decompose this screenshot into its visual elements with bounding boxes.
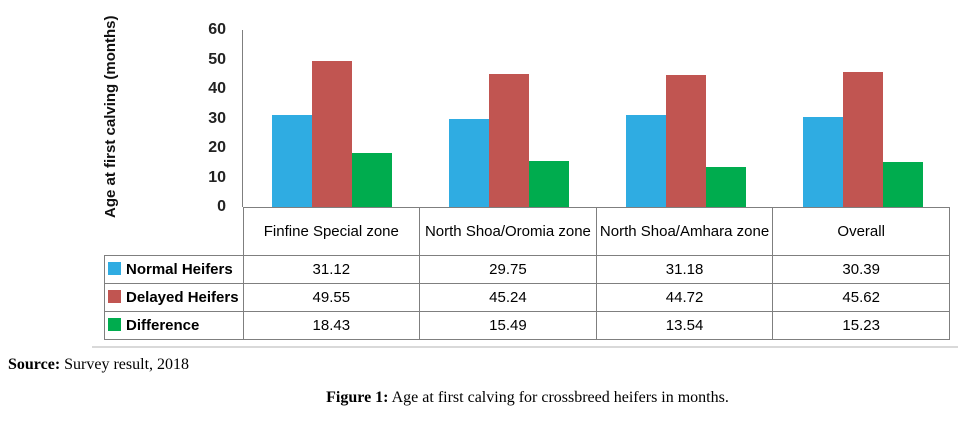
value-normal-heifers-overall: 30.39 (772, 255, 950, 284)
value-delayed-heifers-finfine-special-zone: 49.55 (242, 283, 421, 312)
legend-cell-delayed-heifers: Delayed Heifers (104, 283, 244, 312)
table-header-finfine-special-zone: Finfine Special zone (242, 207, 421, 256)
table-header-north-shoa-oromia-zone: North Shoa/Oromia zone (419, 207, 597, 256)
bar-difference-finfine-special-zone (351, 152, 392, 207)
y-tick-label-50: 50 (208, 50, 226, 68)
table-header-north-shoa-amhara-zone: North Shoa/Amhara zone (595, 207, 774, 256)
bar-normal-heifers-north-shoa-oromia-zone (448, 119, 489, 207)
source-label: Source: (8, 356, 61, 373)
value-delayed-heifers-north-shoa-amhara-zone: 44.72 (595, 283, 774, 312)
y-axis-tick-labels: 60 50 40 30 20 10 0 (150, 22, 226, 215)
table-header-overall: Overall (772, 207, 950, 256)
plot-area (242, 30, 951, 207)
bar-difference-north-shoa-oromia-zone (528, 161, 569, 207)
value-delayed-heifers-north-shoa-oromia-zone: 45.24 (419, 283, 597, 312)
value-difference-north-shoa-oromia-zone: 15.49 (419, 311, 597, 340)
bar-normal-heifers-north-shoa-amhara-zone (625, 115, 666, 207)
bar-normal-heifers-overall (802, 117, 843, 207)
value-normal-heifers-finfine-special-zone: 31.12 (242, 255, 421, 284)
value-normal-heifers-north-shoa-oromia-zone: 29.75 (419, 255, 597, 284)
bar-delayed-heifers-finfine-special-zone (311, 60, 352, 207)
bar-group-finfine-special-zone (243, 30, 420, 207)
value-delayed-heifers-overall: 45.62 (772, 283, 950, 312)
bar-delayed-heifers-north-shoa-amhara-zone (665, 75, 706, 207)
chart-data-table: Finfine Special zone North Shoa/Oromia zo… (104, 207, 950, 340)
bar-group-north-shoa-oromia-zone (420, 30, 597, 207)
bar-delayed-heifers-north-shoa-oromia-zone (488, 73, 529, 207)
source-note: Source: Survey result, 2018 (8, 356, 189, 374)
y-tick-label-10: 10 (208, 168, 226, 186)
legend-swatch-icon-delayed-heifers (108, 290, 121, 303)
bar-group-overall (774, 30, 951, 207)
legend-swatch-icon-normal-heifers (108, 262, 121, 275)
value-difference-north-shoa-amhara-zone: 13.54 (595, 311, 774, 340)
legend-label-difference: Difference (126, 317, 200, 334)
y-tick-label-20: 20 (208, 139, 226, 156)
legend-label-delayed-heifers: Delayed Heifers (126, 289, 239, 306)
value-normal-heifers-north-shoa-amhara-zone: 31.18 (595, 255, 774, 284)
y-tick-label-60: 60 (208, 21, 226, 38)
caption-text: Age at first calving for crossbreed heif… (388, 389, 729, 406)
caption-label: Figure 1: (326, 389, 389, 406)
bar-difference-overall (882, 162, 923, 207)
y-tick-label-30: 30 (208, 109, 226, 127)
legend-swatch-icon-difference (108, 318, 121, 331)
bar-delayed-heifers-overall (842, 72, 883, 207)
bar-group-north-shoa-amhara-zone (597, 30, 774, 207)
value-difference-overall: 15.23 (772, 311, 950, 340)
table-corner-cell (105, 208, 244, 256)
bar-normal-heifers-finfine-special-zone (271, 115, 312, 207)
value-difference-finfine-special-zone: 18.43 (242, 311, 421, 340)
legend-cell-difference: Difference (104, 311, 244, 340)
legend-cell-normal-heifers: Normal Heifers (104, 255, 244, 284)
y-axis-title: Age at first calving (months) (102, 15, 119, 218)
figure-caption: Figure 1: Age at first calving for cross… (86, 389, 969, 407)
y-tick-label-0: 0 (217, 198, 226, 215)
legend-label-normal-heifers: Normal Heifers (126, 261, 233, 278)
y-tick-label-40: 40 (208, 80, 226, 97)
bar-difference-north-shoa-amhara-zone (705, 167, 746, 207)
divider-line (92, 346, 958, 348)
source-text: Survey result, 2018 (60, 356, 190, 373)
